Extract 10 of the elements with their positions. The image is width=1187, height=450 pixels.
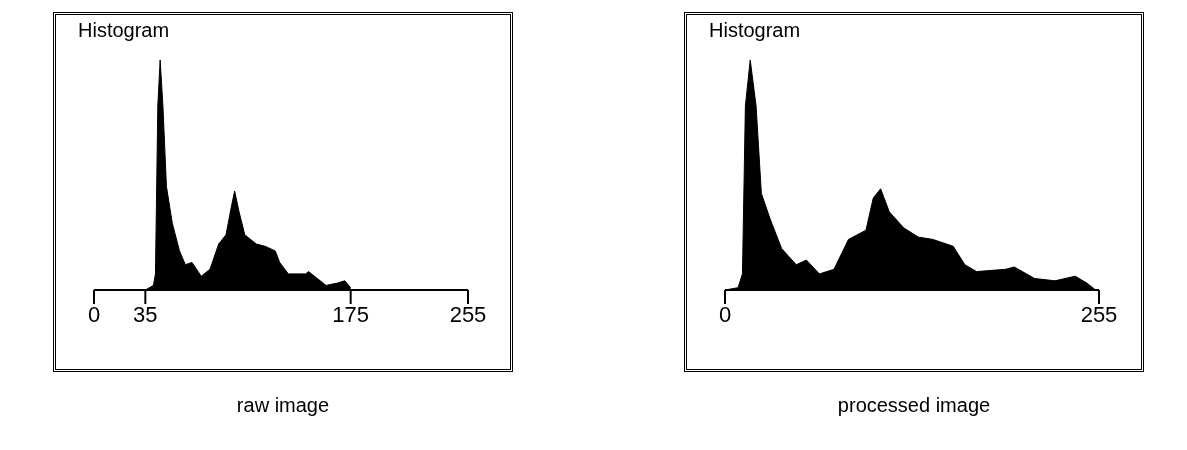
x-axis-title: raw image [236,394,330,417]
x-tick-label: 0 [718,301,732,327]
x-tick-label: 255 [449,301,487,327]
x-tick-label: 175 [332,301,370,327]
x-axis-title: processed image [837,394,991,417]
chart-title: Histogram [709,19,802,42]
x-tick-label: 35 [133,301,158,327]
x-tick-label: 255 [1080,301,1118,327]
chart-title: Histogram [78,19,171,42]
x-tick-label: 0 [87,301,101,327]
